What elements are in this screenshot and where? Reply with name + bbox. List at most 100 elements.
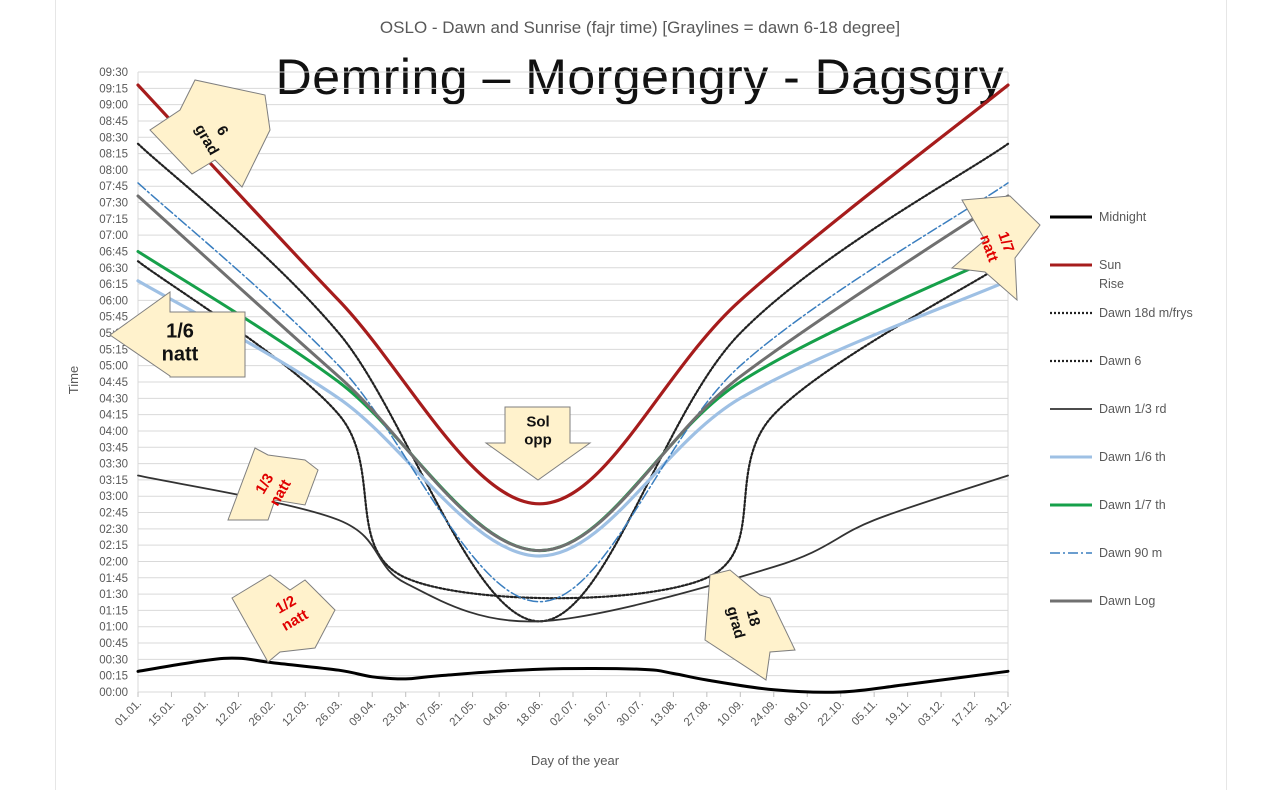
y-tick-label: 01:45 <box>99 573 128 585</box>
x-tick-label: 09.04. <box>347 698 378 729</box>
y-tick-label: 08:30 <box>99 132 128 144</box>
y-tick-label: 07:30 <box>99 198 128 210</box>
y-tick-label: 02:15 <box>99 540 128 552</box>
legend-label: Dawn 18d m/frys <box>1099 306 1193 320</box>
series-line-dawn-18d-m-frys <box>136 260 1010 600</box>
x-tick-label: 10.09. <box>715 698 746 729</box>
y-tick-label: 00:00 <box>99 687 128 699</box>
series-line-midnight <box>136 656 1010 694</box>
y-tick-label: 03:45 <box>99 442 128 454</box>
x-tick-label: 19.11. <box>883 698 913 728</box>
x-tick-label: 07.05. <box>414 698 445 729</box>
x-tick-label: 27.08. <box>682 698 713 729</box>
y-tick-label: 03:30 <box>99 459 128 471</box>
series-line-sun <box>136 83 1010 506</box>
chart-legend: Midnight Sun Rise Dawn 18d m/frys Dawn 6 Dawn… <box>1050 210 1193 608</box>
x-tick-label: 12.03. <box>280 698 311 729</box>
legend-label: Dawn 90 m <box>1099 546 1162 560</box>
x-tick-label: 02.07. <box>548 698 579 729</box>
anno-sol-opp-arrow <box>484 406 592 481</box>
y-tick-label: 02:00 <box>99 556 128 568</box>
anno-sol-opp-text: Sol <box>526 413 549 430</box>
anno-1-6-natt-text: natt <box>162 344 199 366</box>
x-tick-label: 26.03. <box>314 698 345 729</box>
y-tick-label: 00:30 <box>99 654 128 666</box>
y-tick-label: 09:30 <box>99 67 128 79</box>
y-tick-label: 05:00 <box>99 361 128 373</box>
y-tick-label: 09:15 <box>99 83 128 95</box>
anno-1-2-natt-arrow <box>231 574 336 663</box>
x-tick-label: 18.06. <box>515 698 546 729</box>
x-tick-label: 24.09. <box>749 698 780 729</box>
anno-18-grad-arrow <box>704 569 796 681</box>
series-line-dawn-log <box>136 194 1010 553</box>
y-tick-label: 05:45 <box>99 312 128 324</box>
y-tick-label: 09:00 <box>99 100 128 112</box>
chart-frame <box>55 0 1227 790</box>
x-tick-label: 22.10. <box>816 698 847 729</box>
y-tick-label: 03:00 <box>99 491 128 503</box>
y-tick-label: 07:15 <box>99 214 128 226</box>
x-tick-label: 12.02. <box>213 698 244 729</box>
y-tick-label: 06:45 <box>99 246 128 258</box>
y-tick-label: 08:15 <box>99 149 128 161</box>
anno-sol-opp-text: opp <box>524 431 552 448</box>
x-tick-label: 23.04. <box>381 698 412 729</box>
x-tick-label: 17.12. <box>950 698 981 729</box>
series-line-dawn-1-3-rd <box>137 474 1009 623</box>
x-tick-label: 13.08. <box>648 698 679 729</box>
y-tick-label: 03:15 <box>99 475 128 487</box>
y-tick-label: 00:45 <box>99 638 128 650</box>
legend-label: Dawn 1/3 rd <box>1099 402 1166 416</box>
x-tick-label: 29.01. <box>180 698 211 729</box>
y-tick-label: 04:30 <box>99 393 128 405</box>
y-tick-label: 01:15 <box>99 605 128 617</box>
legend-label: Dawn 6 <box>1099 354 1141 368</box>
y-tick-label: 06:00 <box>99 295 128 307</box>
y-tick-label: 07:45 <box>99 181 128 193</box>
x-tick-label: 31.12. <box>983 698 1014 729</box>
y-tick-label: 08:45 <box>99 116 128 128</box>
anno-18-grad-text: 18 <box>743 608 764 629</box>
anno-1-6-natt-text: 1/6 <box>166 321 194 343</box>
y-tick-label: 02:30 <box>99 524 128 536</box>
x-axis-ticks: 01.01. 15.01. 29.01. 12.02. 26.02. 12.03. 26.0… <box>113 692 1014 729</box>
anno-1-6-natt-arrow <box>109 291 246 378</box>
anno-1-3-natt-arrow <box>227 447 319 521</box>
y-tick-label: 04:00 <box>99 426 128 438</box>
chart-title: OSLO - Dawn and Sunrise (fajr time) [Gra… <box>379 18 901 37</box>
y-tick-label: 04:45 <box>99 377 128 389</box>
series-line-dawn-90-m <box>137 182 1009 603</box>
anno-6-grad-arrow <box>149 79 271 188</box>
legend-label: Dawn 1/7 th <box>1099 498 1166 512</box>
y-axis-label: Time <box>66 366 81 394</box>
chart-series <box>136 83 1010 694</box>
series-line-dawn-6 <box>136 142 1010 623</box>
y-axis-ticks: 00:00 00:15 00:30 00:45 01:00 01:15 01:30 01:45… <box>99 67 128 699</box>
series-line-dawn-1-6-th <box>136 279 1010 558</box>
y-tick-label: 05:15 <box>99 344 128 356</box>
legend-label: Dawn 1/6 th <box>1099 450 1166 464</box>
y-tick-label: 02:45 <box>99 508 128 520</box>
anno-1-7-natt-arrow <box>950 195 1041 302</box>
y-tick-label: 01:30 <box>99 589 128 601</box>
x-tick-label: 04.06. <box>481 698 512 729</box>
x-axis-label: Day of the year <box>531 753 620 768</box>
legend-label: Rise <box>1099 277 1124 291</box>
y-tick-label: 06:30 <box>99 263 128 275</box>
x-tick-label: 08.10. <box>782 698 813 729</box>
anno-1-7-natt-text: 1/7 <box>994 229 1017 254</box>
y-tick-label: 07:00 <box>99 230 128 242</box>
x-tick-label: 03.12. <box>916 698 947 729</box>
x-tick-label: 21.05. <box>448 698 479 729</box>
x-tick-label: 26.02. <box>247 698 278 729</box>
legend-label: Dawn Log <box>1099 594 1155 608</box>
